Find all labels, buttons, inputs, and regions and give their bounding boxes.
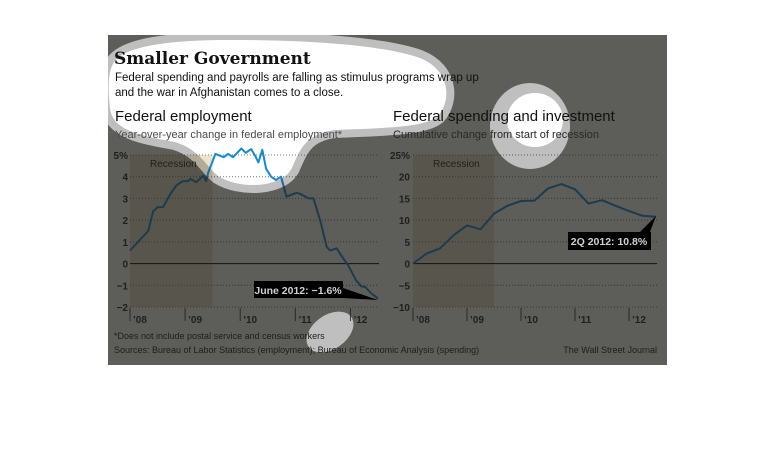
graphic-subtitle-line-2: and the war in Afghanistan comes to a cl… (115, 87, 343, 99)
footnote: *Does not include postal service and cen… (114, 331, 325, 341)
x-tick-label: ’12 (632, 315, 646, 326)
recession-shading (413, 155, 494, 307)
y-tick-label: 4 (122, 173, 128, 184)
left-chart-title: Federal employment (115, 108, 253, 125)
y-tick-label: −2 (117, 303, 129, 314)
y-tick-label: 0 (122, 260, 128, 271)
right-chart-subtitle: Cumulative change from start of recessio… (393, 129, 599, 141)
spending-callout-label: 2Q 2012: 10.8% (571, 236, 648, 248)
x-tick-label: ’11 (578, 315, 592, 326)
y-tick-label: −1 (117, 281, 129, 292)
employment-callout-box (254, 281, 343, 298)
y-tick-label: 20 (399, 173, 411, 184)
y-tick-label: 15 (399, 194, 411, 205)
recession-label: Recession (433, 159, 480, 170)
employment-callout-label: June 2012: −1.6% (254, 285, 342, 297)
graphic-subtitle-line-1: Federal spending and payrolls are fallin… (115, 72, 479, 84)
x-tick-label: ’11 (298, 315, 312, 326)
y-tick-label: 1 (122, 238, 128, 249)
right-chart-title: Federal spending and investment (393, 108, 616, 125)
sources-note: Sources: Bureau of Labor Statistics (emp… (114, 345, 479, 355)
y-tick-label: 10 (399, 216, 411, 227)
x-tick-label: ’12 (353, 315, 367, 326)
x-tick-label: ’10 (524, 315, 538, 326)
y-tick-label: −5 (399, 281, 411, 292)
credit-line: The Wall Street Journal (563, 345, 657, 355)
x-tick-label: ’08 (133, 315, 147, 326)
y-tick-label: 5 (404, 238, 410, 249)
y-tick-label: 3 (122, 194, 128, 205)
y-tick-label: 0 (404, 260, 410, 271)
x-tick-label: ’09 (188, 315, 202, 326)
y-tick-label: 5% (114, 151, 129, 162)
x-tick-label: ’10 (243, 315, 257, 326)
y-tick-label: −10 (393, 303, 410, 314)
graphic-title: Smaller Government (114, 49, 311, 69)
y-tick-label: 25% (390, 151, 410, 162)
y-tick-label: 2 (122, 216, 128, 227)
spending-callout-box (568, 232, 651, 250)
spending-callout: 2Q 2012: 10.8% (568, 216, 656, 250)
employment-callout: June 2012: −1.6% (254, 281, 378, 300)
x-tick-label: ’08 (416, 315, 430, 326)
spending-callout-pointer (640, 216, 656, 232)
left-chart-subtitle: Year-over-year change in federal employm… (115, 129, 343, 141)
recession-label: Recession (150, 159, 197, 170)
x-tick-label: ’09 (470, 315, 484, 326)
